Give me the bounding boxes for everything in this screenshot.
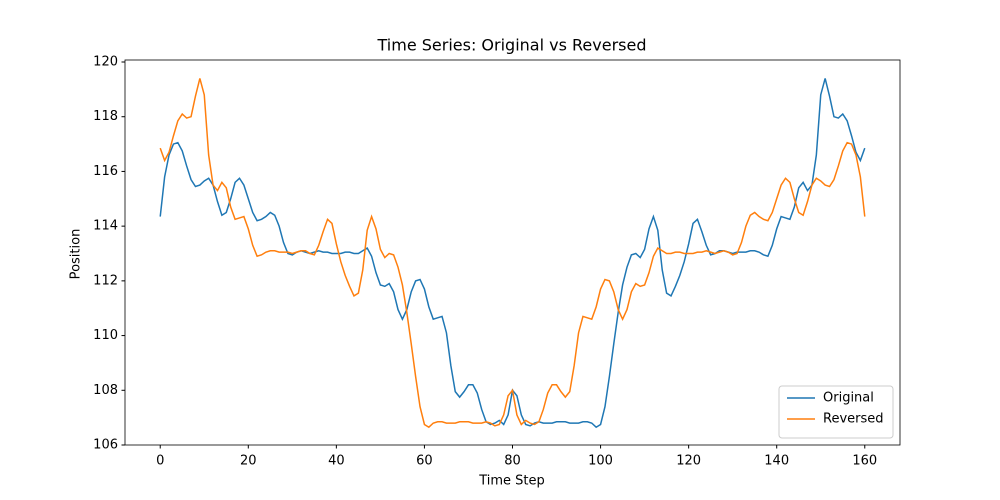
x-tick-label: 20 <box>240 454 257 469</box>
legend-label: Original <box>823 391 874 406</box>
y-tick-label: 112 <box>93 273 118 288</box>
legend-label: Reversed <box>823 412 884 427</box>
x-tick-label: 120 <box>676 454 701 469</box>
x-axis-label: Time Step <box>478 474 545 489</box>
y-tick-label: 120 <box>93 55 118 70</box>
y-tick-label: 110 <box>93 328 118 343</box>
y-axis-label: Position <box>69 229 84 280</box>
x-tick-label: 160 <box>852 454 877 469</box>
legend-box <box>778 385 894 439</box>
x-tick-label: 40 <box>328 454 345 469</box>
x-tick-label: 80 <box>504 454 521 469</box>
axes-frame <box>124 59 901 446</box>
y-tick-label: 118 <box>93 109 118 124</box>
y-tick-label: 114 <box>93 219 118 234</box>
x-tick-label: 140 <box>764 454 789 469</box>
y-tick-label: 108 <box>93 383 118 398</box>
x-tick-label: 60 <box>416 454 433 469</box>
y-tick-label: 116 <box>93 164 118 179</box>
y-tick-label: 106 <box>93 438 118 453</box>
x-tick-label: 0 <box>156 454 164 469</box>
chart-title: Time Series: Original vs Reversed <box>377 36 647 55</box>
x-tick-label: 100 <box>588 454 613 469</box>
line-series <box>159 78 866 429</box>
